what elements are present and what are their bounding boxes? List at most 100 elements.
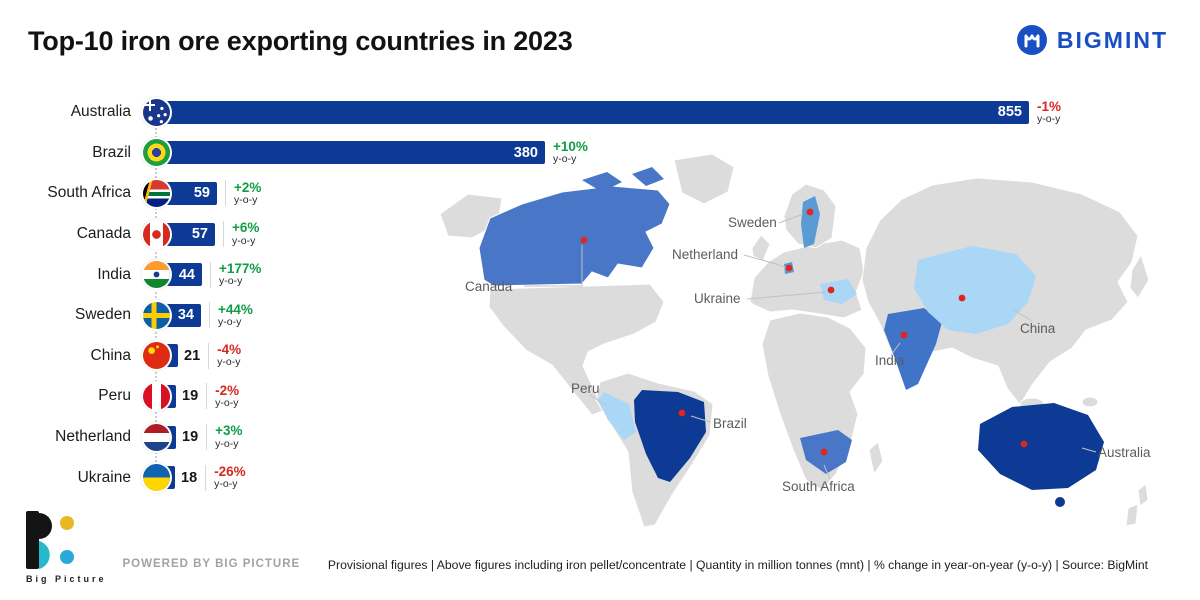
world-map: Canada Sweden Netherland Ukraine China I…: [432, 152, 1192, 537]
flag-ukraine-icon: [143, 464, 170, 492]
bar-value-australia: 855: [997, 104, 1022, 121]
bar-value-canada: 57: [191, 226, 208, 243]
bar-brazil: 380: [157, 141, 545, 165]
chart-row-netherland: Netherland 19 +3% y-o-y: [15, 417, 1185, 458]
change-sweden: +44% y-o-y: [218, 301, 253, 328]
marker-india-icon: [900, 331, 908, 339]
chart-row-australia: Australia 855 -1% y-o-y: [15, 92, 1185, 133]
marker-ukraine-icon: [827, 286, 835, 294]
change-percent-sweden: +44%: [218, 301, 253, 317]
change-suffix-peru: y-o-y: [215, 397, 239, 410]
marker-sweden-icon: [806, 208, 814, 216]
map-ukraine: [820, 279, 857, 304]
map-canada: [478, 185, 671, 287]
value-divider: [210, 261, 211, 288]
change-suffix-brazil: y-o-y: [553, 153, 577, 166]
page-title: Top-10 iron ore exporting countries in 2…: [28, 26, 573, 56]
big-picture-icon: [26, 511, 74, 569]
country-label-south-africa: South Africa: [47, 184, 131, 202]
map-label-australia: Australia: [1098, 445, 1151, 460]
map-label-netherland: Netherland: [672, 247, 738, 262]
flag-china-icon: [143, 342, 170, 370]
map-china: [914, 246, 1036, 334]
map-label-peru: Peru: [571, 381, 600, 396]
map-label-brazil: Brazil: [713, 416, 747, 431]
change-south-africa: +2% y-o-y: [234, 180, 261, 207]
map-australia: [978, 403, 1104, 490]
change-canada: +6% y-o-y: [232, 221, 259, 246]
map-brazil: [634, 390, 706, 482]
bar-value-south-africa: 59: [193, 185, 210, 202]
marker-canada-icon: [580, 236, 588, 244]
world-map-svg: Canada Sweden Netherland Ukraine China I…: [439, 153, 1151, 528]
change-suffix-canada: y-o-y: [232, 234, 256, 247]
map-markers: [580, 208, 1028, 456]
marker-australia-icon: [1020, 440, 1028, 448]
map-labels: Canada Sweden Netherland Ukraine China I…: [465, 215, 1151, 494]
change-percent-netherland: +3%: [215, 423, 243, 439]
chart-row-south-africa: South Africa 59 +2% y-o-y: [15, 173, 1185, 214]
bigmint-icon: [1016, 25, 1047, 55]
chart-row-canada: Canada 57 +6% y-o-y: [15, 214, 1185, 255]
flag-canada-icon: [143, 220, 170, 248]
bar-australia: 855: [157, 100, 1029, 124]
bar-chart: Australia 855 -1% y-o-y Brazil 380 +10% y-o-y So…: [15, 92, 1185, 498]
map-canada-islands: [632, 167, 664, 186]
chart-row-china: China 21 -4% y-o-y: [15, 336, 1185, 377]
bigmint-wordmark: BIGMINT: [1056, 26, 1168, 53]
map-tasmania: [1055, 497, 1065, 507]
map-label-sweden: Sweden: [728, 215, 777, 230]
change-australia: -1% y-o-y: [1037, 99, 1061, 125]
change-netherland: +3% y-o-y: [215, 424, 242, 449]
country-label-brazil: Brazil: [92, 143, 131, 161]
value-divider: [225, 180, 226, 207]
flag-south-africa-icon: [143, 179, 170, 207]
footnote: Provisional figures | Above figures incl…: [327, 558, 1149, 572]
flag-sweden-icon: [143, 301, 170, 329]
chart-row-brazil: Brazil 380 +10% y-o-y: [15, 133, 1185, 174]
chart-row-ukraine: Ukraine 18 -26% y-o-y: [15, 457, 1185, 498]
bar-value-peru: 19: [182, 388, 199, 405]
flag-india-icon: [143, 261, 170, 289]
country-label-ukraine: Ukraine: [77, 468, 131, 486]
chart-row-peru: Peru 19 -2% y-o-y: [15, 376, 1185, 417]
marker-netherland-icon: [785, 264, 793, 272]
marker-south-africa-icon: [820, 448, 828, 456]
big-picture-wordmark: Big Picture: [26, 574, 107, 584]
big-picture-block: Big Picture POWERED BY BIG PICTURE: [26, 510, 300, 584]
value-divider: [206, 383, 208, 410]
value-divider: [209, 302, 210, 329]
value-divider: [223, 221, 224, 248]
change-percent-china: -4%: [217, 342, 242, 358]
change-suffix-india: y-o-y: [219, 275, 243, 288]
bar-value-china: 21: [184, 347, 201, 364]
change-peru: -2% y-o-y: [215, 383, 239, 410]
powered-by-text: POWERED BY BIG PICTURE: [122, 558, 301, 570]
change-suffix-australia: y-o-y: [1037, 112, 1061, 125]
value-divider: [206, 424, 208, 451]
map-leader-lines: [524, 213, 1097, 480]
map-india: [884, 308, 942, 390]
change-suffix-netherland: y-o-y: [215, 437, 239, 450]
bar-south-africa: 59: [157, 181, 217, 205]
change-percent-ukraine: -26%: [214, 464, 246, 480]
change-suffix-sweden: y-o-y: [218, 315, 242, 328]
bar-value-netherland: 19: [182, 429, 199, 446]
marker-china-icon: [958, 294, 966, 302]
change-china: -4% y-o-y: [217, 343, 241, 368]
map-canada-islands: [582, 172, 622, 192]
bar-canada: 57: [157, 222, 215, 246]
bar-value-ukraine: 18: [181, 469, 198, 486]
map-label-south-africa: South Africa: [782, 479, 855, 494]
change-suffix-china: y-o-y: [217, 356, 241, 369]
value-divider: [205, 464, 207, 491]
map-label-india: India: [875, 353, 905, 368]
change-suffix-south-africa: y-o-y: [234, 194, 258, 207]
change-ukraine: -26% y-o-y: [214, 464, 246, 490]
country-label-china: China: [90, 346, 132, 364]
bar-value-sweden: 34: [177, 307, 194, 324]
chart-row-sweden: Sweden 34 +44% y-o-y: [15, 295, 1185, 336]
map-sweden: [801, 196, 820, 248]
flag-brazil-icon: [143, 139, 170, 167]
